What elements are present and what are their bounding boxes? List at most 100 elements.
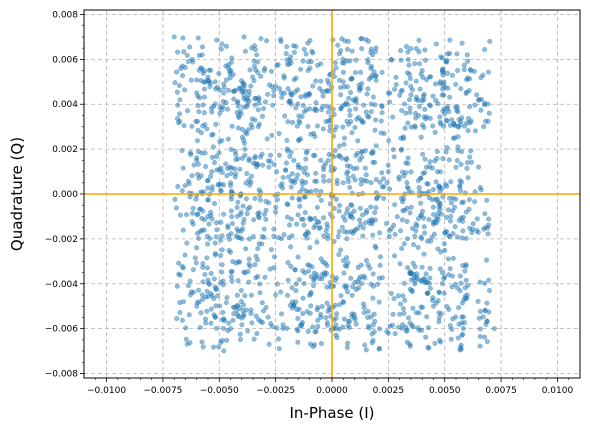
scatter-point bbox=[286, 174, 292, 180]
scatter-point bbox=[275, 281, 281, 287]
scatter-point bbox=[460, 228, 466, 234]
x-tick-label: 0.0000 bbox=[316, 386, 348, 396]
scatter-point bbox=[474, 216, 480, 222]
scatter-point bbox=[221, 348, 227, 354]
scatter-point bbox=[424, 314, 430, 320]
scatter-point bbox=[226, 320, 232, 326]
scatter-point bbox=[197, 325, 203, 331]
scatter-point bbox=[206, 221, 212, 227]
scatter-point bbox=[184, 52, 190, 58]
scatter-point bbox=[450, 255, 456, 261]
scatter-point bbox=[433, 179, 439, 185]
scatter-point bbox=[467, 225, 473, 231]
scatter-point bbox=[190, 221, 196, 227]
scatter-point bbox=[372, 102, 378, 108]
scatter-point bbox=[208, 306, 214, 312]
scatter-point bbox=[427, 265, 433, 271]
scatter-point bbox=[308, 274, 314, 280]
scatter-point bbox=[430, 93, 436, 99]
scatter-point bbox=[373, 117, 379, 123]
scatter-point bbox=[241, 311, 247, 317]
scatter-point bbox=[441, 79, 447, 85]
scatter-point bbox=[318, 78, 324, 84]
scatter-point bbox=[196, 235, 202, 241]
scatter-point bbox=[390, 147, 396, 153]
scatter-point bbox=[418, 200, 424, 206]
scatter-point bbox=[199, 44, 205, 50]
scatter-point bbox=[301, 46, 307, 52]
scatter-point bbox=[458, 86, 464, 92]
scatter-point bbox=[265, 158, 271, 164]
scatter-point bbox=[227, 164, 233, 170]
scatter-point bbox=[278, 289, 284, 295]
scatter-point bbox=[386, 234, 392, 240]
scatter-point bbox=[461, 297, 467, 303]
scatter-point bbox=[186, 312, 192, 318]
scatter-point bbox=[312, 178, 318, 184]
scatter-point bbox=[401, 310, 407, 316]
scatter-point bbox=[266, 341, 272, 347]
scatter-point bbox=[405, 236, 411, 242]
scatter-point bbox=[486, 277, 492, 283]
scatter-point bbox=[202, 271, 208, 277]
scatter-point bbox=[465, 128, 471, 134]
scatter-point bbox=[416, 37, 422, 43]
scatter-point bbox=[482, 211, 488, 217]
scatter-point bbox=[201, 86, 207, 92]
x-tick-label: −0.0075 bbox=[143, 386, 182, 396]
scatter-point bbox=[478, 187, 484, 193]
scatter-point bbox=[415, 325, 421, 331]
scatter-point bbox=[419, 122, 425, 128]
scatter-point bbox=[398, 147, 404, 153]
scatter-point bbox=[308, 303, 314, 309]
scatter-point bbox=[449, 72, 455, 78]
scatter-point bbox=[204, 288, 210, 294]
y-tick-label: 0.008 bbox=[52, 10, 78, 20]
scatter-point bbox=[211, 276, 217, 282]
scatter-point bbox=[194, 155, 200, 161]
scatter-point bbox=[459, 200, 465, 206]
scatter-point bbox=[285, 214, 291, 220]
scatter-point bbox=[413, 228, 419, 234]
scatter-point bbox=[300, 311, 306, 317]
scatter-point bbox=[237, 166, 243, 172]
scatter-point bbox=[456, 305, 462, 311]
scatter-point bbox=[386, 138, 392, 144]
scatter-point bbox=[352, 70, 358, 76]
y-tick-label: 0.000 bbox=[52, 190, 78, 200]
scatter-point bbox=[427, 74, 433, 80]
scatter-point bbox=[213, 325, 219, 331]
scatter-point bbox=[418, 175, 424, 181]
scatter-point bbox=[252, 117, 258, 123]
scatter-point bbox=[299, 321, 305, 327]
scatter-point bbox=[217, 110, 223, 116]
scatter-point bbox=[348, 90, 354, 96]
scatter-point bbox=[335, 42, 341, 48]
scatter-point bbox=[481, 124, 487, 130]
scatter-point bbox=[376, 299, 382, 305]
scatter-point bbox=[256, 241, 262, 247]
scatter-point bbox=[398, 57, 404, 63]
scatter-point bbox=[373, 245, 379, 251]
scatter-point bbox=[432, 81, 438, 87]
scatter-point bbox=[293, 105, 299, 111]
scatter-point bbox=[276, 85, 282, 91]
scatter-point bbox=[441, 290, 447, 296]
scatter-point bbox=[244, 211, 250, 217]
scatter-point bbox=[421, 251, 427, 257]
scatter-point bbox=[341, 270, 347, 276]
scatter-point bbox=[457, 273, 463, 279]
scatter-point bbox=[260, 308, 266, 314]
scatter-point bbox=[338, 293, 344, 299]
scatter-point bbox=[263, 304, 269, 310]
y-axis-label: Quadrature (Q) bbox=[8, 137, 26, 251]
scatter-point bbox=[441, 92, 447, 98]
scatter-point bbox=[443, 229, 449, 235]
scatter-point bbox=[312, 342, 318, 348]
scatter-point bbox=[191, 162, 197, 168]
scatter-point bbox=[368, 74, 374, 80]
scatter-point bbox=[381, 196, 387, 202]
scatter-point bbox=[219, 269, 225, 275]
scatter-point bbox=[293, 281, 299, 287]
scatter-point bbox=[248, 311, 254, 317]
